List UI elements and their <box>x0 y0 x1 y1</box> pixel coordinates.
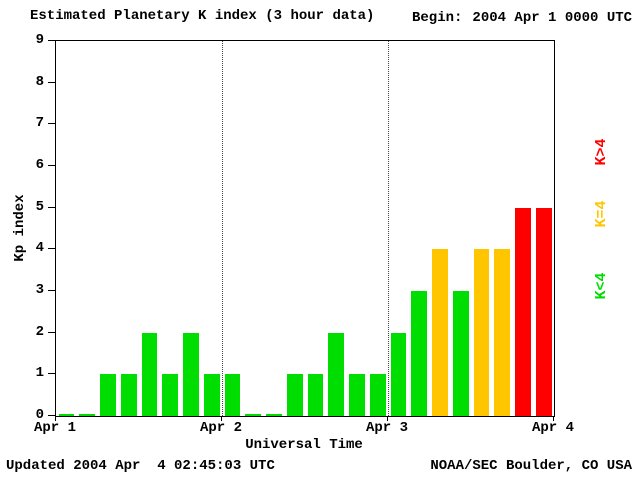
kp-bar <box>100 374 116 416</box>
y-tick-mark <box>48 40 55 41</box>
y-tick-label: 8 <box>35 73 44 90</box>
x-tick-mark <box>221 416 222 421</box>
begin-label: Begin: <box>412 10 463 26</box>
kp-bar <box>79 414 96 416</box>
y-tick-label: 4 <box>35 240 44 257</box>
y-tick-label: 3 <box>35 282 44 298</box>
kp-bar <box>390 332 407 416</box>
legend-label: K=4 <box>593 200 610 228</box>
x-tick-mark <box>387 416 388 421</box>
day-boundary-gridline <box>388 41 389 416</box>
kp-bar <box>515 207 531 416</box>
kp-bar <box>120 374 137 416</box>
credit-text: NOAA/SEC Boulder, CO USA <box>430 458 632 474</box>
y-tick-label: 9 <box>35 32 44 48</box>
kp-bar <box>162 374 179 416</box>
kp-bars-layer <box>56 41 554 416</box>
kp-bar <box>473 249 490 416</box>
y-tick-label: 7 <box>35 115 44 132</box>
begin-line: Begin: 2004 Apr 1 0000 UTC <box>412 10 632 26</box>
y-tick-mark <box>48 206 55 208</box>
chart-title: Estimated Planetary K index (3 hour data… <box>30 8 375 24</box>
kp-bar <box>535 207 552 416</box>
y-tick-mark <box>48 248 55 250</box>
begin-value: 2004 Apr 1 0000 UTC <box>472 10 633 26</box>
plot-area <box>55 40 555 417</box>
kp-bar <box>224 374 241 416</box>
kp-bar <box>245 414 262 416</box>
x-axis-title: Universal Time <box>245 437 363 453</box>
kp-bar <box>432 249 448 416</box>
kp-bar <box>266 414 282 416</box>
kp-bar <box>203 374 220 416</box>
y-tick-label: 0 <box>35 407 44 423</box>
y-tick-mark <box>48 415 55 416</box>
legend-label: K>4 <box>593 138 610 166</box>
updated-timestamp: Updated 2004 Apr 4 02:45:03 UTC <box>6 458 275 474</box>
kp-bar <box>411 291 428 416</box>
kp-bar <box>369 374 386 416</box>
kp-bar <box>183 332 199 416</box>
x-tick-label: Apr 3 <box>365 420 408 436</box>
x-tick-mark <box>553 416 554 421</box>
x-tick-mark <box>55 416 56 421</box>
y-tick-mark <box>48 165 55 166</box>
x-tick-label: Apr 2 <box>199 420 242 436</box>
y-tick-mark <box>48 81 55 83</box>
y-tick-label: 6 <box>35 157 44 173</box>
kp-bar <box>494 249 511 416</box>
x-tick-label: Apr 1 <box>33 420 76 436</box>
legend-label: K<4 <box>593 272 610 300</box>
y-tick-label: 2 <box>35 323 44 340</box>
kp-bar <box>349 374 365 416</box>
y-tick-mark <box>48 331 55 333</box>
y-tick-label: 5 <box>35 198 44 215</box>
kp-bar <box>328 332 345 416</box>
kp-bar <box>141 332 158 416</box>
y-tick-mark <box>48 290 55 291</box>
y-axis-title: Kp index <box>12 194 28 262</box>
kp-bar <box>452 291 469 416</box>
x-tick-label: Apr 4 <box>531 420 574 436</box>
day-boundary-gridline <box>222 41 223 416</box>
gridline-layer <box>56 41 554 416</box>
y-tick-mark <box>48 373 55 375</box>
kp-bar <box>307 374 324 416</box>
y-tick-label: 1 <box>35 365 44 382</box>
kp-bar <box>286 374 303 416</box>
kp-bar <box>58 414 75 416</box>
y-tick-mark <box>48 123 55 125</box>
